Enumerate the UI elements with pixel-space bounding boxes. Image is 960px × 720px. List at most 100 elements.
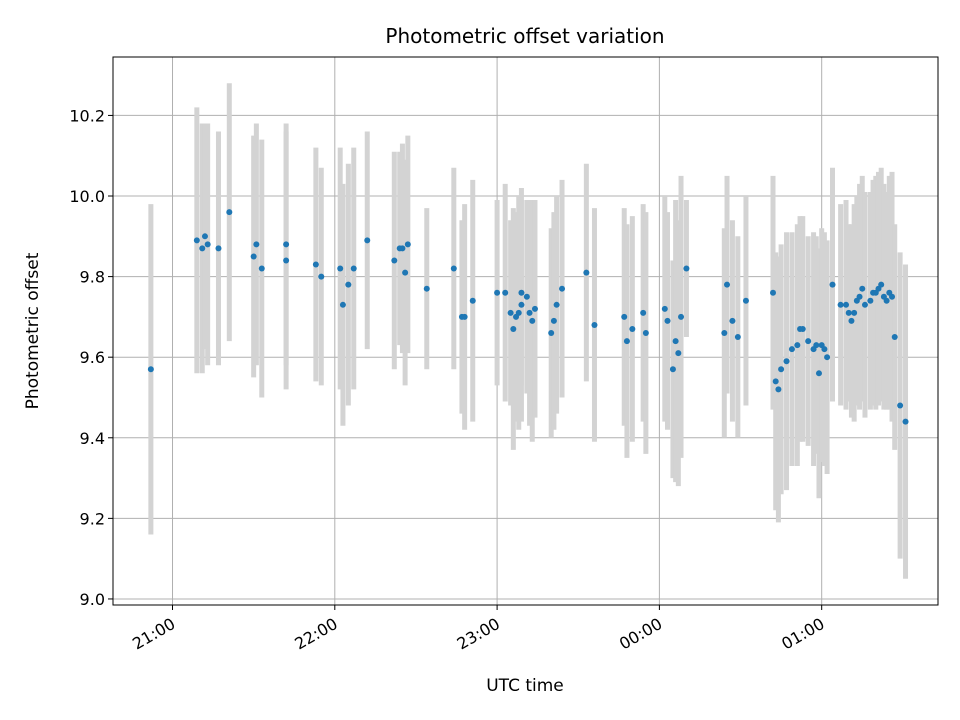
data-point [813,342,820,349]
data-point [531,305,538,312]
data-point [559,285,566,292]
data-point [399,245,406,252]
data-point [742,297,749,304]
data-point [897,402,904,409]
data-point [669,366,676,373]
data-point [318,273,325,280]
y-tick-label: 9.2 [80,509,105,528]
y-tick-label: 9.4 [80,429,105,448]
data-point [902,418,909,425]
data-point [845,309,852,316]
y-tick-label: 9.8 [80,268,105,287]
data-point [661,305,668,312]
data-point [783,358,790,365]
data-point [824,354,831,361]
data-point [250,253,257,260]
data-point [423,285,430,292]
data-point [518,301,525,308]
y-axis: 9.0 9.2 9.4 9.6 9.8 10.0 10.2 [69,106,113,609]
data-point [837,301,844,308]
data-point [364,237,371,244]
data-point [204,241,211,248]
data-point [283,241,290,248]
data-point [799,325,806,332]
data-points [147,209,909,425]
x-axis-label: UTC time [486,676,564,696]
data-point [867,297,874,304]
data-point [675,350,682,357]
data-point [891,334,898,341]
data-point [848,317,855,324]
data-point [591,321,598,328]
data-point [283,257,290,264]
data-point [391,257,398,264]
data-point [258,265,265,272]
data-point [878,281,885,288]
plot-area [112,56,939,606]
y-axis-label: Photometric offset [23,252,43,409]
data-point [889,293,896,300]
data-point [821,346,828,353]
data-point [526,309,533,316]
data-point [226,209,233,216]
data-point [859,285,866,292]
data-point [678,313,685,320]
data-point [683,265,690,272]
data-point [772,378,779,385]
data-point [664,317,671,324]
data-point [856,293,863,300]
data-point [510,325,517,332]
data-point [402,269,409,276]
data-point [345,281,352,288]
data-point [502,289,509,296]
data-point [788,346,795,353]
data-point [523,293,530,300]
data-point [147,366,154,373]
chart-title: Photometric offset variation [385,24,664,48]
y-tick-label: 10.0 [69,187,105,206]
data-point [553,301,560,308]
data-point [805,338,812,345]
data-point [199,245,206,252]
y-tick-label: 9.0 [80,590,105,609]
data-point [507,309,514,316]
data-point [770,289,776,296]
data-point [518,289,525,296]
data-point [778,366,785,373]
data-point [861,301,868,308]
data-point [794,342,801,349]
data-point [450,265,457,272]
data-point [721,330,728,337]
data-point [515,309,522,316]
data-point [339,301,346,308]
data-point [672,338,679,345]
data-point [815,370,822,377]
data-point [550,317,557,324]
data-point [337,265,344,272]
data-point [583,269,590,276]
data-point [350,265,357,272]
data-point [404,241,411,248]
data-point [193,237,200,244]
data-point [724,281,731,288]
data-point [215,245,222,252]
data-point [621,313,628,320]
data-point [640,309,647,316]
data-point [642,330,649,337]
data-point [734,334,741,341]
data-point [461,313,468,320]
data-point [851,309,858,316]
data-point [548,330,555,337]
data-point [494,289,501,296]
y-tick-label: 9.6 [80,348,105,367]
data-point [729,317,736,324]
data-point [843,301,850,308]
data-point [883,297,890,304]
y-tick-label: 10.2 [69,106,105,125]
data-point [469,297,476,304]
data-point [529,317,536,324]
data-point [629,325,636,332]
data-point [775,386,782,393]
data-point [312,261,319,268]
